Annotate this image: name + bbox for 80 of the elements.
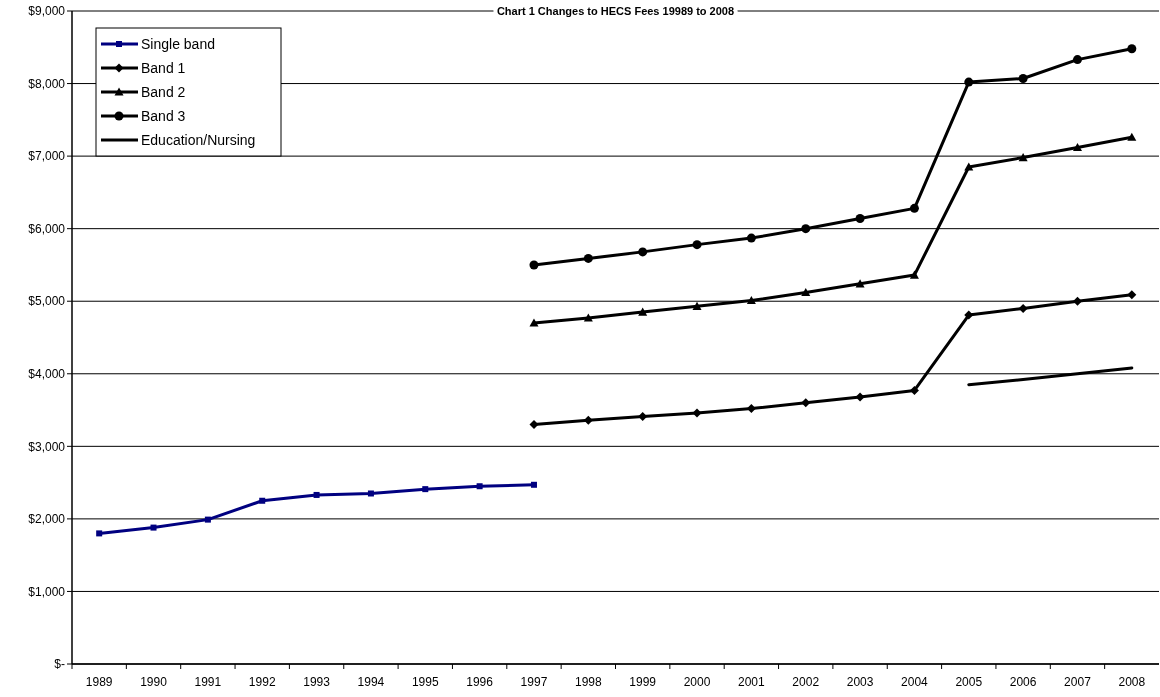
point: [1072, 142, 1082, 151]
point: [638, 412, 648, 422]
point: [96, 530, 103, 537]
point: [1072, 55, 1082, 65]
y-tick-label: $9,000: [28, 4, 66, 19]
legend-label: Band 3: [141, 107, 186, 124]
point: [964, 162, 974, 171]
legend-label: Single band: [141, 35, 215, 52]
point: [746, 296, 756, 305]
y-tick-label: $7,000: [28, 149, 66, 164]
point: [422, 486, 429, 493]
point: [1072, 296, 1082, 306]
point: [964, 310, 974, 320]
chart-title: Chart 1 Changes to HECS Fees 19989 to 2008: [496, 4, 735, 17]
x-tick-label: 2002: [792, 675, 820, 689]
point: [855, 392, 865, 402]
point: [909, 203, 919, 213]
point: [1127, 290, 1137, 300]
point: [1018, 73, 1028, 83]
point: [530, 481, 537, 488]
point: [692, 240, 702, 250]
point: [801, 224, 811, 234]
point: [638, 247, 648, 257]
point: [1127, 44, 1137, 54]
legend-label: Band 2: [141, 83, 186, 100]
x-tick-label: 2003: [846, 675, 874, 689]
point: [746, 233, 756, 243]
point: [367, 490, 374, 497]
point: [855, 279, 865, 288]
x-tick-label: 2001: [738, 675, 766, 689]
x-tick-label: 2005: [955, 675, 983, 689]
x-tick-label: 1990: [140, 675, 168, 689]
x-tick-label: 2004: [901, 675, 929, 689]
point: [1127, 132, 1137, 141]
point: [801, 398, 811, 408]
x-tick-label: 2008: [1118, 675, 1146, 689]
x-tick-label: 2006: [1009, 675, 1037, 689]
point: [259, 497, 266, 504]
y-tick-label: $3,000: [28, 439, 66, 454]
point: [638, 307, 648, 316]
x-tick-label: 1996: [466, 675, 494, 689]
point: [204, 516, 211, 523]
x-tick-label: 1991: [194, 675, 222, 689]
point: [529, 420, 539, 430]
point: [1018, 153, 1028, 162]
y-tick-label: $6,000: [28, 221, 66, 236]
x-tick-label: 1999: [629, 675, 657, 689]
y-tick-label: $4,000: [28, 366, 66, 381]
y-tick-label: $8,000: [28, 76, 66, 91]
x-tick-label: 1992: [248, 675, 276, 689]
point: [746, 404, 756, 414]
x-tick-label: 1993: [303, 675, 331, 689]
y-tick-label: $-: [54, 657, 65, 672]
x-tick-label: 1998: [574, 675, 602, 689]
point: [476, 483, 483, 490]
point: [313, 491, 320, 498]
legend-label: Band 1: [141, 59, 186, 76]
x-tick-label: 1995: [411, 675, 439, 689]
point: [583, 253, 593, 263]
legend-label: Education/Nursing: [141, 131, 256, 148]
point: [529, 260, 539, 270]
point: [855, 214, 865, 224]
x-tick-label: 1997: [520, 675, 548, 689]
point: [150, 524, 157, 531]
point: [692, 408, 702, 418]
point: [909, 385, 919, 395]
x-tick-label: 2007: [1064, 675, 1092, 689]
x-tick-label: 1994: [357, 675, 385, 689]
x-tick-label: 1989: [85, 675, 113, 689]
y-tick-label: $5,000: [28, 294, 66, 309]
x-tick-label: 2000: [683, 675, 711, 689]
point: [1018, 303, 1028, 313]
point: [801, 288, 811, 297]
point: [909, 270, 919, 279]
point: [692, 301, 702, 310]
y-tick-label: $1,000: [28, 584, 66, 599]
point: [583, 313, 593, 322]
y-tick-label: $2,000: [28, 512, 66, 527]
point: [964, 77, 974, 87]
point: [529, 318, 539, 327]
